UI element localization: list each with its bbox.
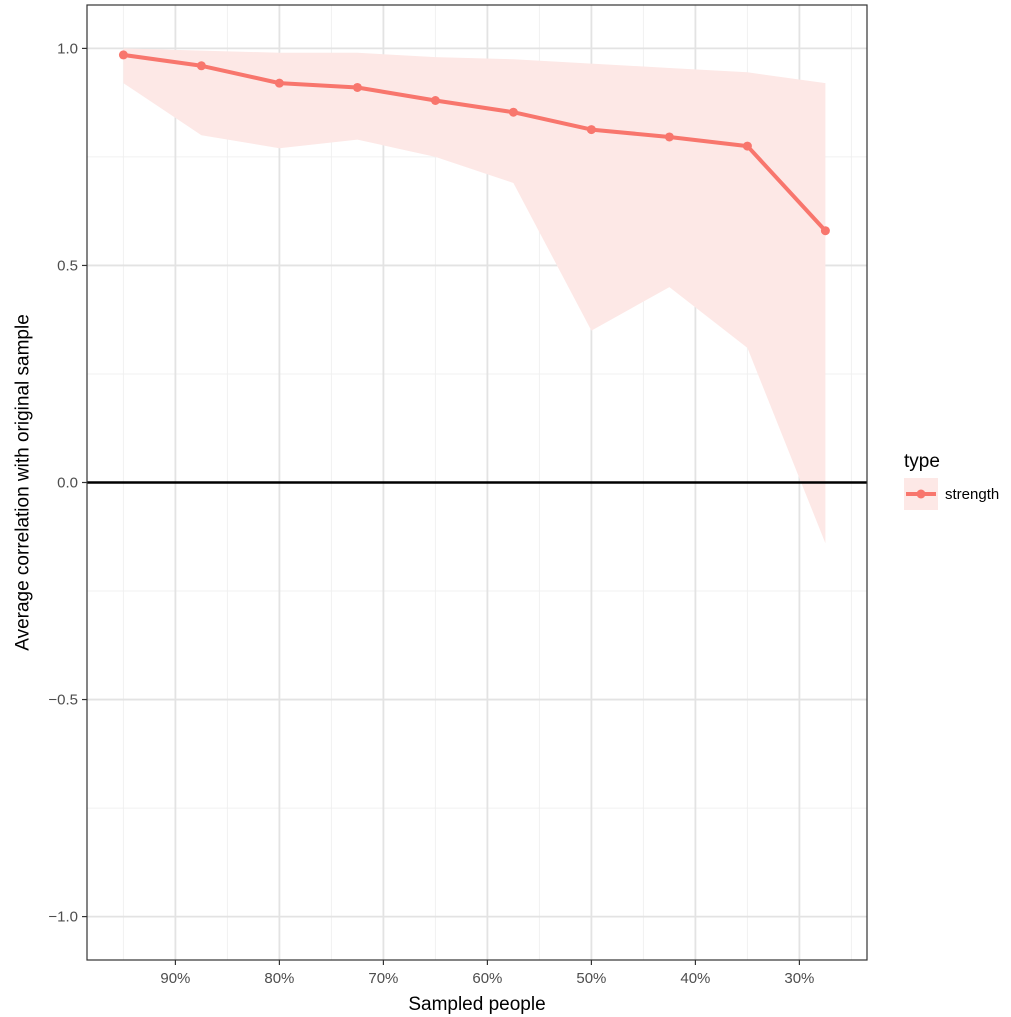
data-point	[742, 141, 752, 151]
x-axis-title: Sampled people	[408, 994, 545, 1015]
data-point	[274, 78, 284, 88]
legend: type strength	[904, 451, 999, 510]
confidence-band	[123, 48, 826, 544]
y-tick-label: 0.0	[57, 475, 78, 492]
series-line	[123, 52, 827, 233]
x-tick-label: 40%	[680, 970, 710, 987]
y-axis-ticks: 1.0 0.5 0.0 −0.5 −1.0	[48, 40, 87, 926]
data-point	[196, 61, 206, 71]
data-point	[586, 125, 596, 135]
legend-entry-label: strength	[945, 486, 999, 503]
x-tick-label: 70%	[368, 970, 398, 987]
strength-line	[123, 52, 827, 233]
x-axis-ticks: 90% 80% 70% 60% 50% 40% 30%	[160, 960, 814, 987]
data-point	[118, 50, 128, 60]
data-point	[664, 132, 674, 142]
data-point	[352, 82, 362, 92]
series-points	[118, 50, 830, 236]
legend-title: type	[904, 451, 940, 472]
x-tick-label: 30%	[784, 970, 814, 987]
x-tick-label: 50%	[576, 970, 606, 987]
confidence-band-area	[123, 48, 826, 544]
x-tick-label: 90%	[160, 970, 190, 987]
x-tick-label: 80%	[264, 970, 294, 987]
data-point	[508, 107, 518, 117]
y-tick-label: −0.5	[48, 692, 78, 709]
y-tick-label: −1.0	[48, 909, 78, 926]
y-tick-label: 1.0	[57, 40, 78, 57]
legend-key-point	[916, 489, 926, 499]
y-tick-label: 0.5	[57, 257, 78, 274]
x-tick-label: 60%	[472, 970, 502, 987]
y-axis-title: Average correlation with original sample	[13, 314, 34, 651]
data-point	[820, 226, 830, 236]
data-point	[430, 96, 440, 105]
